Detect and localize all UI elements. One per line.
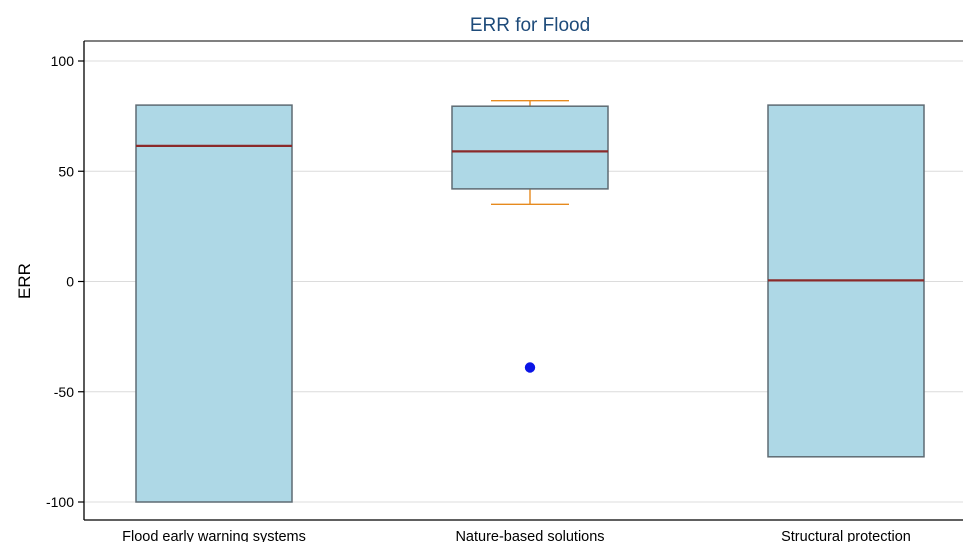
y-tick-label: 50: [58, 163, 74, 179]
box-body: [451, 105, 609, 190]
box-group: [767, 104, 925, 458]
outlier-point: [524, 362, 536, 373]
y-tick-label: -100: [46, 494, 74, 510]
boxes: [135, 99, 925, 503]
chart-title: ERR for Flood: [470, 15, 590, 36]
y-tick-label: -50: [54, 384, 74, 400]
x-category-label: Flood early warning systems: [122, 529, 306, 542]
y-axis: -100 -50 0 50 100: [46, 53, 84, 510]
y-axis-label: ERR: [15, 263, 34, 299]
x-category-label: Nature-based solutions: [455, 529, 604, 542]
box-body: [135, 104, 293, 503]
box-group: [451, 99, 609, 373]
box-group: [135, 104, 293, 503]
plot-frame: [83, 40, 963, 521]
x-category-label: Structural protection: [781, 529, 911, 542]
x-axis: Flood early warning systems Nature-based …: [122, 529, 911, 542]
y-tick-label: 100: [51, 53, 75, 69]
y-tick-label: 0: [66, 274, 74, 290]
